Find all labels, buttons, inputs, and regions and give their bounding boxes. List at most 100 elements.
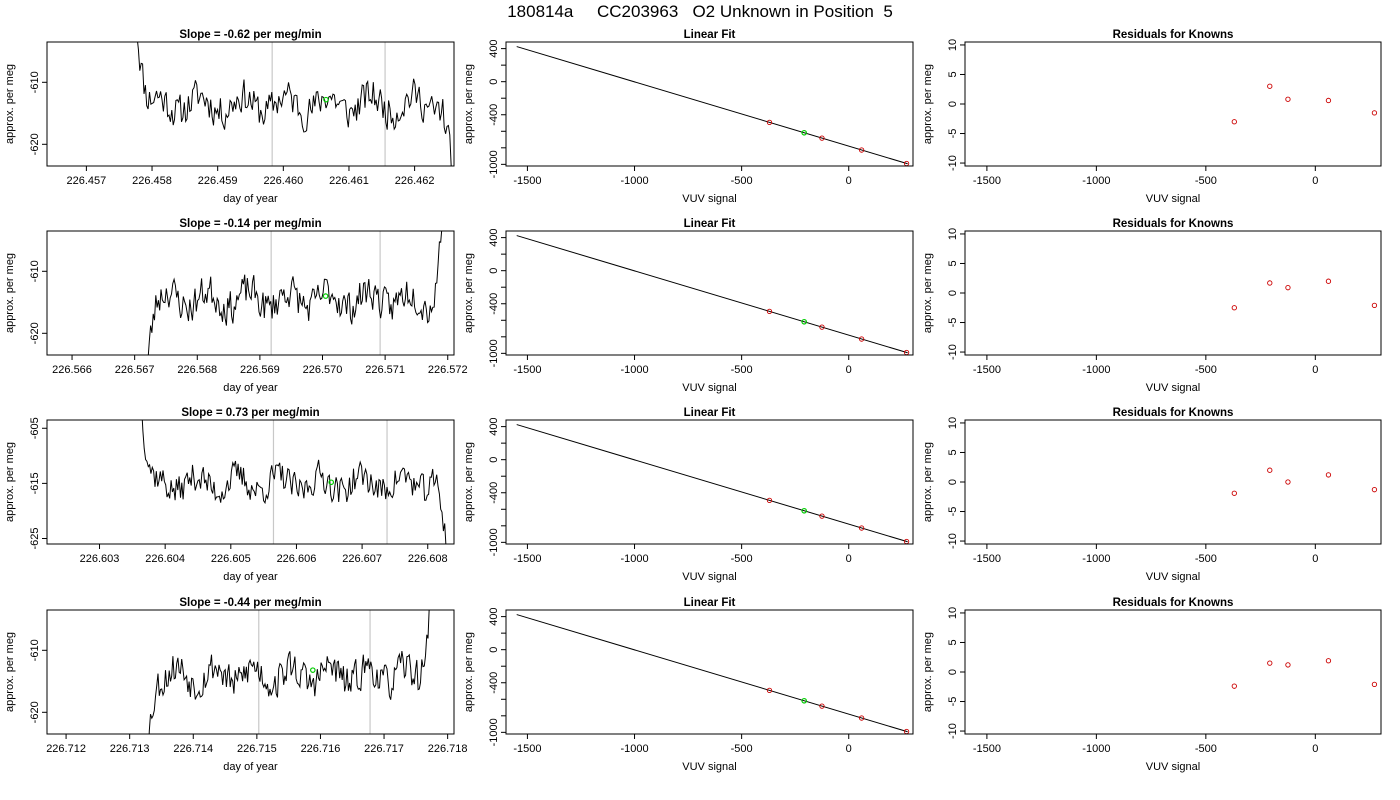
x-tick-label: -1000 (1082, 175, 1110, 187)
y-tick-label: 5 (947, 71, 959, 77)
x-tick-label: 226.460 (263, 175, 303, 187)
panel-3: Residuals for Knowns -1500 -1000 -500 0 -10 -5… (922, 29, 1382, 205)
y-axis-label: approx. per meg (4, 64, 16, 144)
fit-line (516, 46, 908, 165)
known-point (766, 497, 773, 504)
known-point (858, 147, 865, 153)
panel-8: Linear Fit -1500 -1000 -500 0 -1000 -400 0 400 VU… (463, 407, 914, 583)
plot-frame (505, 41, 914, 167)
y-tick-label: -5 (947, 697, 959, 707)
x-tick-label: 226.572 (428, 364, 468, 376)
y-tick-label: -1000 (488, 150, 500, 178)
x-tick-label: 226.714 (173, 743, 213, 755)
y-tick-label: -610 (29, 639, 41, 661)
x-tick-label: -1500 (973, 553, 1001, 565)
x-tick-label: 0 (1312, 553, 1318, 565)
data-series-line (147, 231, 443, 355)
x-axis-label: VUV signal (682, 382, 736, 394)
data-series-line (148, 610, 430, 734)
y-tick-label: -1000 (488, 528, 500, 556)
x-tick-label: 226.713 (110, 743, 150, 755)
x-tick-label: 226.716 (301, 743, 341, 755)
known-point (1371, 681, 1378, 688)
x-axis-label: VUV signal (682, 571, 736, 583)
x-tick-label: -500 (1195, 364, 1217, 376)
x-tick-label: 0 (846, 175, 852, 187)
plot-area (1231, 467, 1378, 496)
plot-area (141, 420, 447, 544)
page-title: 180814a CC203963 O2 Unknown in Position … (507, 2, 893, 21)
y-axis-label: approx. per meg (463, 442, 475, 522)
x-axis-label: day of year (223, 193, 278, 205)
known-point (1371, 110, 1378, 116)
y-tick-label: -615 (29, 472, 41, 494)
panel-4: Slope = -0.14 per meg/min 226.566 226.567 2… (4, 218, 468, 394)
x-tick-label: -1000 (620, 175, 648, 187)
unknown-point (801, 318, 807, 325)
y-tick-label: -625 (29, 527, 41, 549)
x-axis-label: day of year (223, 761, 278, 773)
panel-10: Slope = -0.44 per meg/min 226.712 226.713 2… (4, 597, 468, 773)
panel-title: Slope = -0.14 per meg/min (179, 218, 321, 230)
y-tick-label: -10 (947, 723, 959, 739)
panel-6: Residuals for Knowns -1500 -1000 -500 0 -10 -5… (922, 218, 1382, 394)
y-tick-label: 0 (488, 268, 500, 274)
y-tick-label: 10 (947, 228, 959, 240)
x-tick-label: 0 (1312, 364, 1318, 376)
plot-frame (505, 230, 914, 356)
x-tick-label: -1500 (973, 364, 1001, 376)
known-point (1285, 662, 1291, 668)
panel-title: Linear Fit (684, 29, 736, 41)
x-tick-label: 0 (1312, 743, 1318, 755)
x-tick-label: 226.566 (52, 364, 92, 376)
plot-area (516, 235, 910, 355)
known-point (766, 687, 773, 694)
y-tick-label: 0 (947, 101, 959, 107)
data-series-line (141, 420, 447, 544)
plot-frame (964, 41, 1382, 167)
x-tick-label: 226.718 (428, 743, 468, 755)
x-axis-label: VUV signal (682, 193, 736, 205)
x-tick-label: 226.458 (132, 175, 172, 187)
known-point (819, 703, 825, 709)
plot-frame (505, 419, 914, 545)
y-tick-label: 5 (947, 639, 959, 645)
x-axis-label: VUV signal (1146, 193, 1200, 205)
y-tick-label: -5 (947, 318, 959, 328)
unknown-point (801, 129, 807, 136)
x-tick-label: -1000 (620, 743, 648, 755)
data-series-line (137, 42, 452, 166)
x-tick-label: -500 (1195, 743, 1217, 755)
panel-9: Residuals for Knowns -1500 -1000 -500 0 -10 -5… (922, 407, 1382, 583)
known-point (858, 525, 865, 531)
x-tick-label: 226.712 (46, 743, 86, 755)
y-tick-label: -400 (488, 482, 500, 504)
plot-area (148, 610, 430, 734)
y-tick-label: 0 (947, 290, 959, 296)
plot-area (147, 231, 443, 355)
x-tick-label: -1500 (973, 175, 1001, 187)
known-point (819, 135, 825, 141)
x-tick-label: -1500 (513, 743, 541, 755)
x-tick-label: 0 (846, 743, 852, 755)
y-tick-label: 0 (488, 457, 500, 463)
plot-area (1231, 83, 1378, 125)
y-tick-label: 400 (488, 607, 500, 625)
x-tick-label: 226.608 (408, 553, 448, 565)
x-tick-label: 226.457 (67, 175, 107, 187)
panel-title: Residuals for Knowns (1113, 597, 1234, 609)
x-axis-label: VUV signal (1146, 382, 1200, 394)
y-tick-label: 400 (488, 228, 500, 246)
y-axis-label: approx. per meg (4, 253, 16, 333)
y-tick-label: -1000 (488, 718, 500, 746)
known-point (1325, 97, 1332, 104)
known-point (1371, 302, 1378, 309)
y-tick-label: 10 (947, 417, 959, 429)
fit-line (516, 424, 908, 543)
y-tick-label: -400 (488, 293, 500, 315)
known-point (1267, 83, 1273, 89)
known-point (1325, 278, 1332, 284)
fit-line (516, 235, 908, 354)
y-tick-label: 400 (488, 417, 500, 435)
